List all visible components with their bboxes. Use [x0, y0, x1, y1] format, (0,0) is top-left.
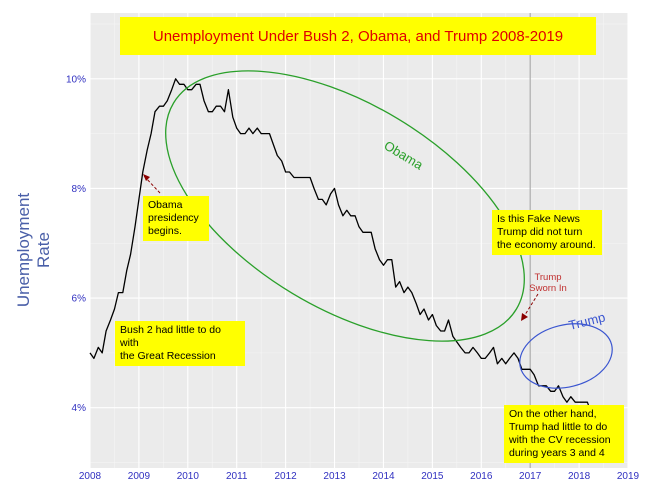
note-line: Trump did not turn — [497, 226, 583, 238]
fake-news-note: Is this Fake News Trump did not turn the e… — [492, 210, 602, 255]
note-line: with the CV recession — [509, 434, 611, 446]
x-tick-label: 2010 — [177, 471, 200, 482]
note-line: begins. — [148, 225, 182, 237]
y-tick-label: 8% — [72, 184, 87, 195]
x-tick-label: 2015 — [421, 471, 444, 482]
chart-title: Unemployment Under Bush 2, Obama, and Tr… — [120, 17, 596, 55]
x-tick-label: 2013 — [323, 471, 346, 482]
x-tick-label: 2008 — [79, 471, 102, 482]
other-hand-note: On the other hand, Trump had little to do… — [504, 405, 624, 463]
ticks: 4% 6% 8% 10% 2008 2009 2010 2011 2012 2013 2014 201… — [66, 74, 640, 482]
obama-arrowhead — [143, 174, 150, 181]
sworn-in-label-line1: Trump — [534, 272, 561, 283]
obama-begins-note: Obama presidency begins. — [143, 196, 209, 241]
note-line: the Great Recession — [120, 350, 216, 362]
note-line: Obama — [148, 199, 183, 211]
x-tick-label: 2011 — [226, 471, 248, 482]
x-tick-label: 2009 — [128, 471, 151, 482]
note-line: the economy around. — [497, 239, 596, 251]
sworn-in-label-line2: Sworn In — [529, 283, 567, 294]
y-tick-label: 6% — [72, 294, 87, 305]
note-line: Is this Fake News — [497, 213, 580, 225]
x-tick-label: 2016 — [470, 471, 493, 482]
note-line: Trump had little to do — [509, 421, 608, 433]
trump-ellipse — [519, 323, 613, 389]
obama-arrow — [143, 175, 161, 194]
x-tick-label: 2017 — [519, 471, 542, 482]
note-line: On the other hand, — [509, 408, 597, 420]
unemployment-series-line — [89, 78, 613, 425]
obama-ellipse — [165, 70, 525, 342]
x-tick-label: 2018 — [568, 471, 591, 482]
y-axis-label: Unemployment Rate — [14, 192, 53, 308]
note-line: Bush 2 had little to do with — [120, 324, 221, 349]
note-line: presidency — [148, 212, 199, 224]
y-tick-label: 10% — [66, 74, 86, 85]
y-tick-label: 4% — [72, 403, 87, 414]
note-line: during years 3 and 4 — [509, 447, 605, 459]
x-tick-label: 2012 — [275, 471, 298, 482]
x-tick-label: 2014 — [372, 471, 395, 482]
grid — [89, 13, 629, 468]
x-tick-label: 2019 — [617, 471, 640, 482]
bush-note: Bush 2 had little to do with the Great Re… — [115, 321, 245, 366]
trump-arrowhead — [521, 313, 528, 321]
